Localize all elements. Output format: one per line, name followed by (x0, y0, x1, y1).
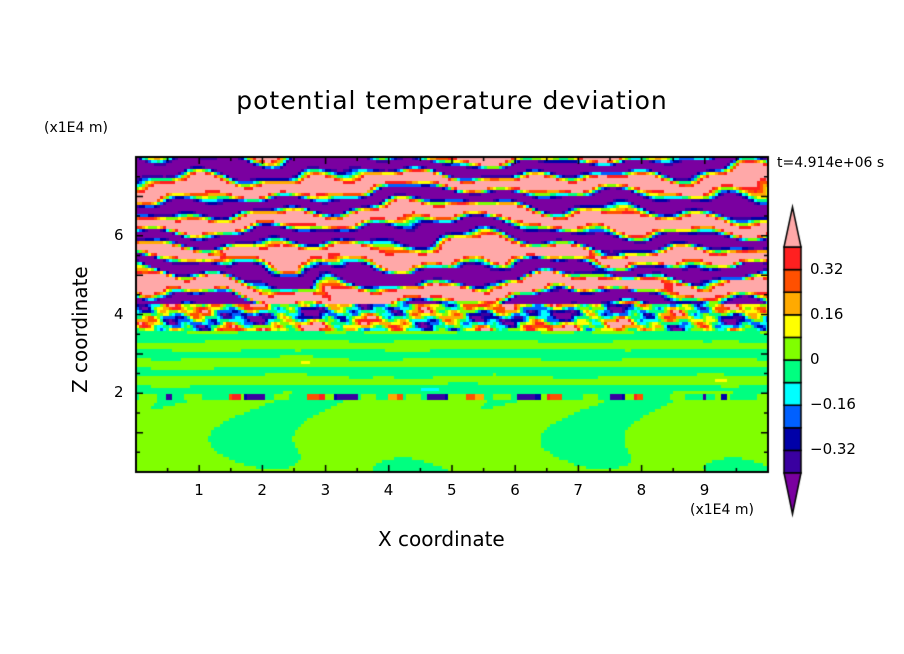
colorbar-tick-label: 0 (810, 350, 820, 368)
x-tick-label: 9 (699, 481, 710, 499)
x-tick-label: 1 (194, 481, 204, 499)
chart-title: potential temperature deviation (236, 86, 668, 115)
y-tick-label: 4 (114, 304, 124, 323)
time-annotation: t=4.914e+06 s (777, 155, 885, 171)
x-unit-label: (x1E4 m) (690, 502, 754, 518)
y-tick-label: 2 (114, 383, 124, 402)
x-axis-label: X coordinate (378, 527, 505, 551)
colorbar-tick-label: −0.16 (810, 395, 856, 414)
x-tick-label: 6 (510, 481, 520, 499)
colorbar-tick-label: 0.32 (810, 259, 844, 278)
x-tick-label: 7 (573, 481, 583, 499)
colorbar-tick-label: −0.32 (810, 440, 856, 459)
x-tick-label: 2 (257, 481, 267, 499)
colorbar-tick-label: 0.16 (810, 304, 844, 323)
y-unit-label: (x1E4 m) (44, 120, 108, 136)
x-tick-label: 8 (636, 481, 647, 499)
x-tick-label: 3 (320, 481, 331, 499)
x-tick-label: 4 (383, 481, 394, 499)
y-tick-label: 6 (114, 225, 124, 244)
x-tick-label: 5 (447, 481, 457, 499)
y-axis-label: Z coordinate (68, 266, 92, 393)
